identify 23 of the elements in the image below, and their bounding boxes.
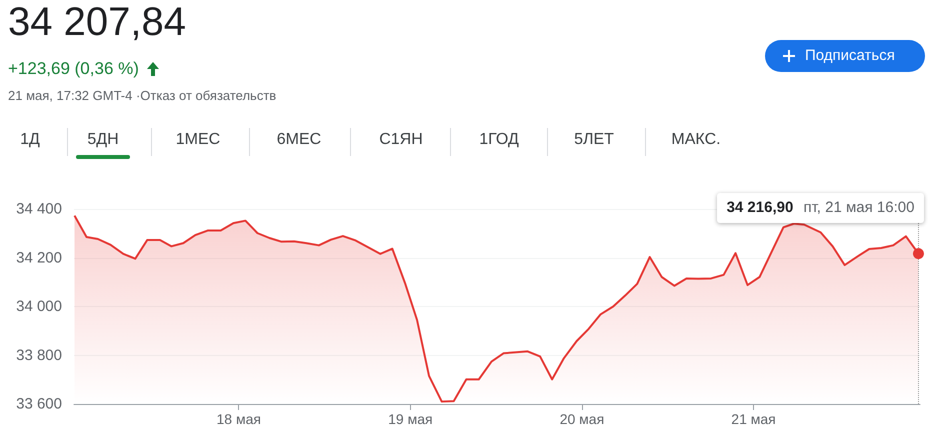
text: 5ЛЕТ [573,131,615,149]
text: 1МЕС [174,131,222,149]
y-tick-label: 34 000 [16,298,62,315]
tooltip: 34 216,90 пт, 21 мая 16:00 [716,193,924,223]
x-tick-label: 19 мая [388,411,433,427]
text: МАКС. [670,131,722,149]
text: С1ЯН [378,131,424,149]
text: 1ГОД [478,131,520,149]
text: 21 мая, 17:32 GMT-4 ·Отказ от обязательств [8,88,276,103]
chart-title: 34 207,84 [8,0,186,45]
y-tick-label: 33 800 [16,346,62,364]
y-tick-label: 33 600 [16,396,62,412]
text: Подписаться [805,47,895,64]
text: 6МЕС [276,131,322,149]
x-tick-label: 20 мая [560,411,604,427]
annotation: 34 216,90 пт, 21 мая 16:00 [726,199,914,216]
text: 1Д [19,131,41,149]
chart-subtitle: +123,69 (0,36 %) [8,59,139,79]
y-tick-label: 34 400 [16,200,62,218]
y-tick-label: 34 200 [16,249,62,266]
x-tick-label: 21 мая [731,411,776,427]
x-tick-label: 18 мая [216,411,261,427]
text: 5ДН [86,131,120,149]
